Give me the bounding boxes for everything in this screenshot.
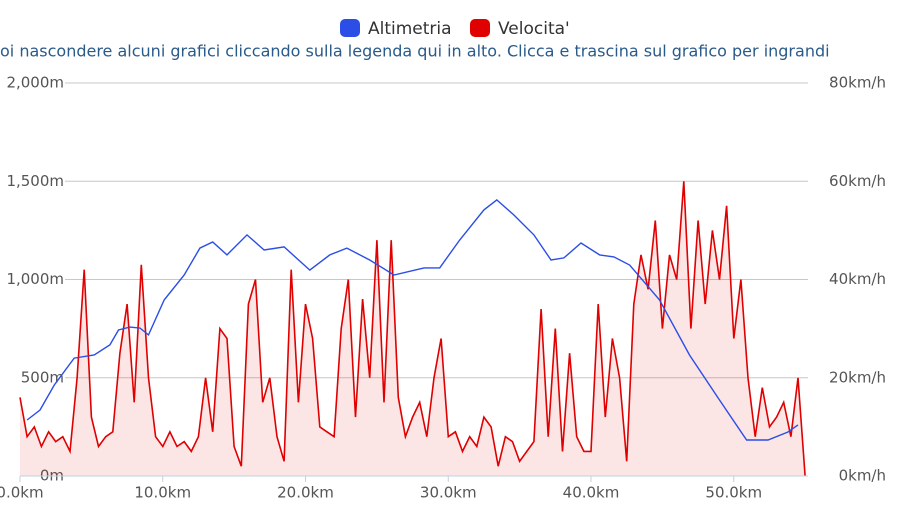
line (19, 181, 806, 477)
area (20, 181, 806, 477)
legend-swatch[interactable] (470, 19, 490, 37)
line (26, 198, 799, 441)
y-tick-label: 2,000m (6, 74, 64, 92)
x-tick-label: 20.0km (277, 484, 334, 502)
y2-tick-label: 80km/h (829, 74, 886, 92)
legend-swatch[interactable] (340, 19, 360, 37)
y-tick-label: 500m (21, 368, 64, 386)
subtitle: oi nascondere alcuni grafici cliccando s… (0, 42, 830, 61)
y2-tick-label: 20km/h (829, 368, 886, 386)
y2-tick-label: 0km/h (839, 467, 886, 485)
legend-label[interactable]: Velocita' (498, 19, 570, 39)
y2-tick-label: 60km/h (829, 172, 886, 190)
x-tick-label: 40.0km (563, 484, 620, 502)
y2-tick-label: 40km/h (829, 270, 886, 288)
y-tick-label: 1,500m (6, 172, 64, 190)
legend-label[interactable]: Altimetria (368, 19, 452, 39)
x-tick-label: 50.0km (705, 484, 762, 502)
x-tick-label: 10.0km (134, 484, 191, 502)
y-tick-label: 1,000m (6, 270, 64, 288)
x-tick-label: 30.0km (420, 484, 477, 502)
x-tick-label: 0.0km (0, 484, 44, 502)
